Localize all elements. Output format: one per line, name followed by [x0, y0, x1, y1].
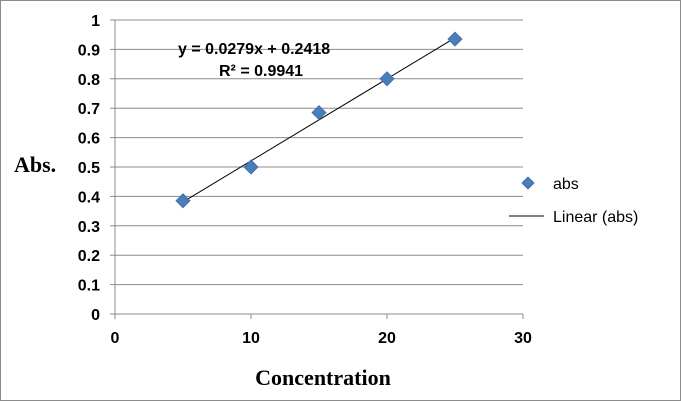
y-tick-label: 0.7 [78, 101, 100, 118]
y-tick-label: 0.8 [78, 72, 100, 89]
grid-lines [115, 19, 523, 286]
y-tick-label: 0.5 [78, 160, 100, 177]
y-tick-label: 0.1 [78, 278, 100, 295]
r-squared-label: R² = 0.9941 [219, 63, 303, 80]
x-tick-labels: 0 10 20 30 [111, 330, 532, 347]
y-tick-labels: 0 0.1 0.2 0.3 0.4 0.5 0.6 0.7 0.8 0.9 1 [78, 13, 100, 324]
legend: abs Linear (abs) [509, 176, 638, 226]
trendline-equation: y = 0.0279x + 0.2418 [178, 41, 330, 58]
y-axis-title: Abs. [14, 152, 56, 177]
y-tick-label: 0.4 [78, 189, 100, 206]
legend-label-abs: abs [553, 176, 579, 193]
legend-label-linear: Linear (abs) [553, 209, 638, 226]
y-tick-label: 0 [91, 307, 100, 324]
y-tick-label: 1 [91, 13, 100, 30]
x-tick-label: 0 [111, 330, 120, 347]
x-tick-label: 30 [514, 330, 532, 347]
x-axis-title: Concentration [255, 365, 391, 390]
y-tick-label: 0.6 [78, 131, 100, 148]
axes [110, 19, 524, 319]
x-tick-label: 20 [378, 330, 396, 347]
data-point [447, 31, 463, 47]
y-tick-label: 0.3 [78, 219, 100, 236]
data-points [175, 31, 463, 209]
data-point [379, 71, 395, 87]
legend-marker-abs [521, 176, 535, 190]
y-tick-label: 0.2 [78, 248, 100, 265]
data-point [243, 159, 259, 175]
x-tick-label: 10 [242, 330, 260, 347]
data-point [175, 193, 191, 209]
y-tick-label: 0.9 [78, 42, 100, 59]
data-point [311, 105, 327, 121]
